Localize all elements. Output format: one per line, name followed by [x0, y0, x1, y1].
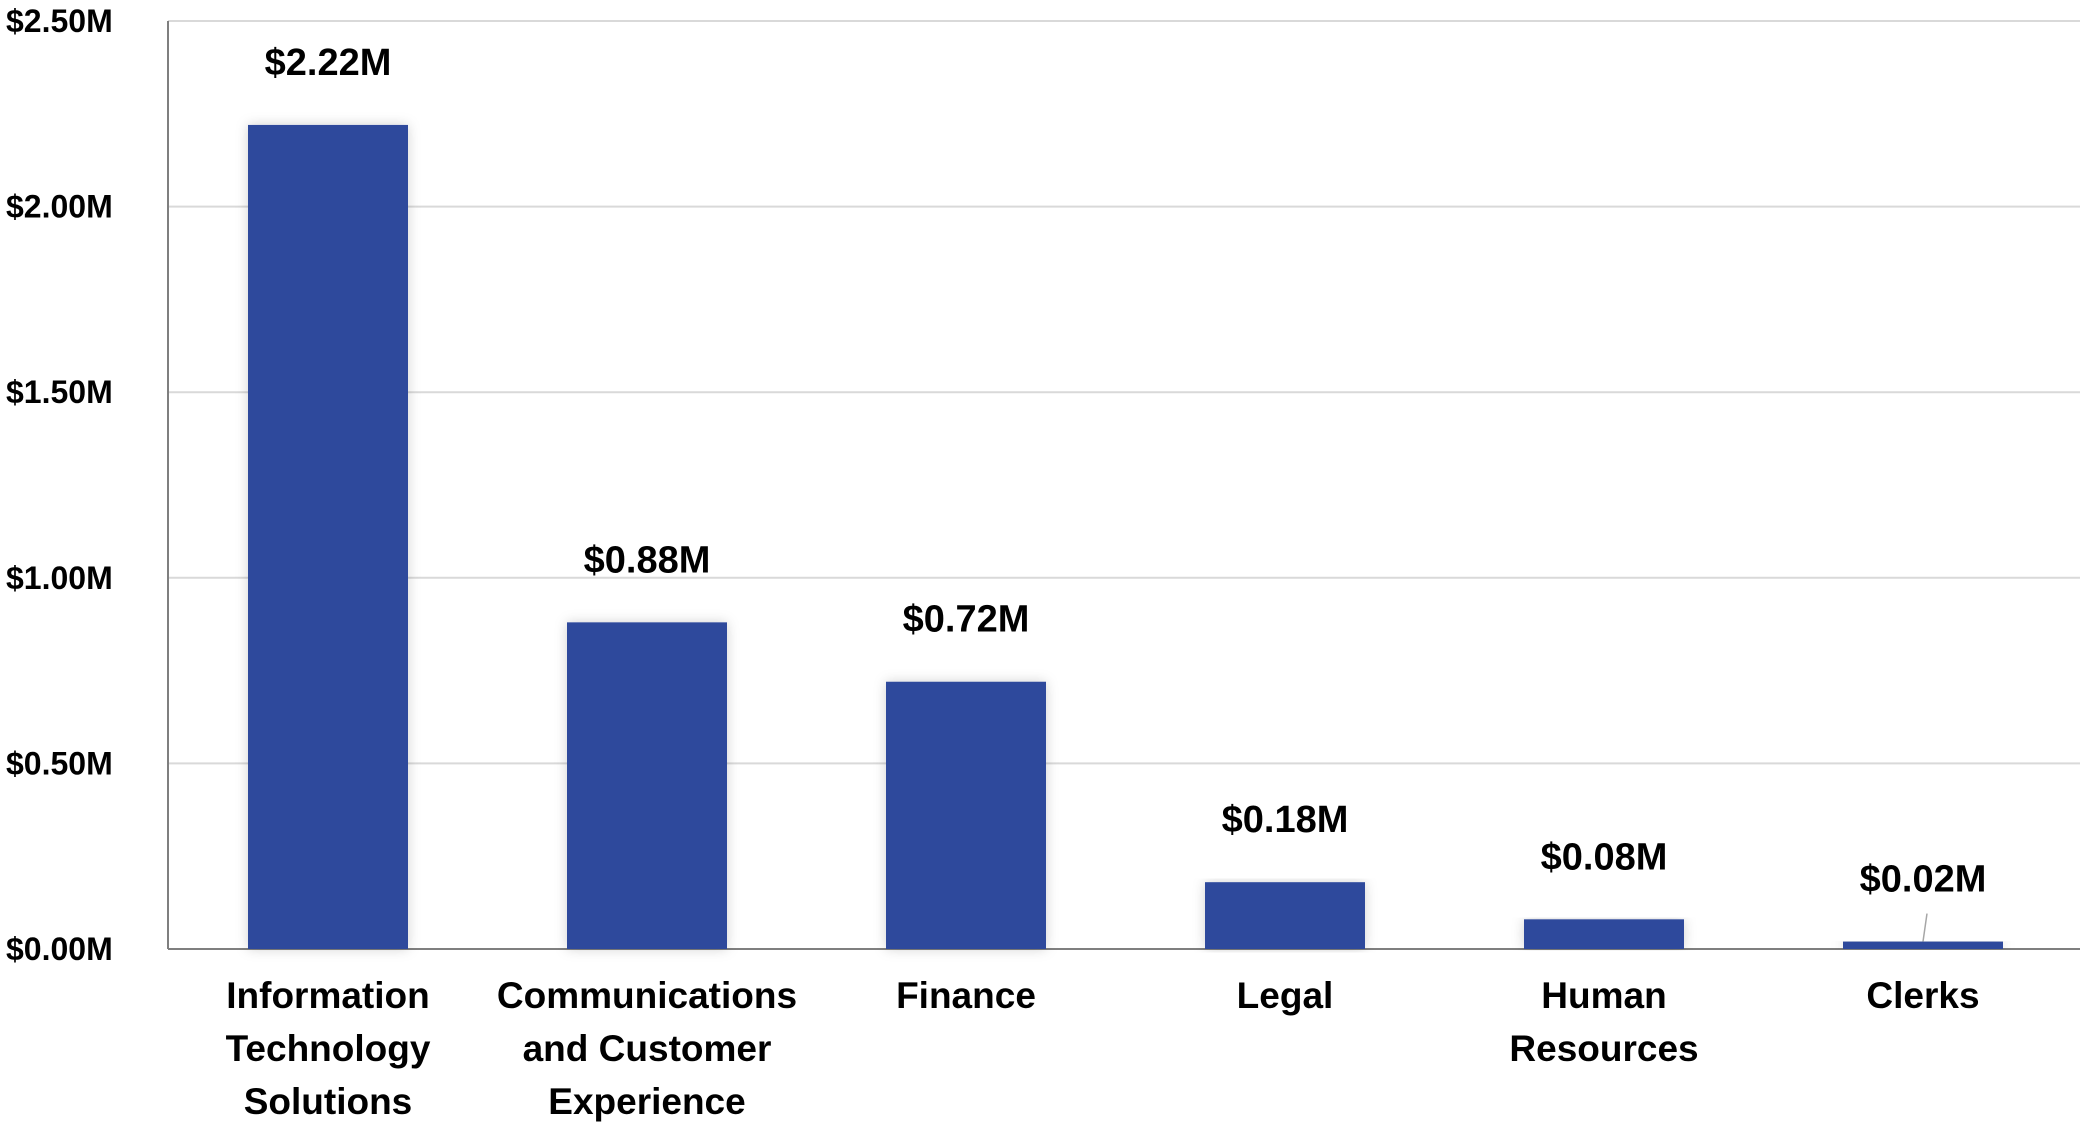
category-label-line: Communications	[497, 975, 797, 1016]
axes	[167, 21, 2080, 950]
data-label: $0.02M	[1860, 859, 1987, 901]
bar	[1205, 882, 1365, 949]
category-label: Information Technology Solutions	[226, 975, 431, 1122]
data-label: $0.72M	[903, 599, 1030, 641]
y-tick-label: $0.00M	[6, 931, 113, 967]
y-tick-label: $2.50M	[6, 3, 113, 39]
bar	[1524, 919, 1684, 949]
category-label-line: Resources	[1509, 1028, 1698, 1069]
category-label: Communications and Customer Experience	[497, 975, 797, 1122]
category-label-line: Experience	[548, 1081, 745, 1122]
y-tick-label: $2.00M	[6, 189, 113, 225]
data-labels: $2.22M $0.88M $0.72M $0.18M $0.08M $0.02M	[265, 42, 1987, 942]
category-label-line: Technology	[226, 1028, 431, 1069]
category-label-line: Human	[1541, 975, 1666, 1016]
data-label: $2.22M	[265, 42, 392, 84]
bar	[248, 124, 408, 950]
bar	[886, 681, 1046, 949]
data-label: $0.08M	[1541, 836, 1668, 878]
y-tick-label: $1.00M	[6, 560, 113, 596]
y-tick-label: $0.50M	[6, 745, 113, 781]
bar	[567, 622, 727, 949]
category-label: Legal	[1237, 975, 1334, 1016]
category-label: Finance	[896, 975, 1036, 1016]
x-axis-category-labels: Information Technology Solutions Communicat…	[226, 975, 1980, 1122]
data-label-leader	[1922, 913, 1928, 942]
category-label: Human Resources	[1509, 975, 1698, 1069]
y-axis-tick-labels: $0.00M $0.50M $1.00M $1.50M $2.00M $2.50M	[6, 3, 113, 967]
category-label-line: Finance	[896, 975, 1036, 1016]
category-label-line: and Customer	[523, 1028, 772, 1069]
y-tick-label: $1.50M	[6, 374, 113, 410]
category-label-line: Information	[226, 975, 429, 1016]
category-label-line: Legal	[1237, 975, 1334, 1016]
bar	[1843, 941, 2003, 949]
category-label-line: Clerks	[1866, 975, 1979, 1016]
gridlines	[168, 20, 2080, 765]
bars	[248, 124, 2003, 950]
data-label: $0.18M	[1222, 799, 1349, 841]
category-label: Clerks	[1866, 975, 1979, 1016]
category-label-line: Solutions	[244, 1081, 413, 1122]
data-label: $0.88M	[584, 539, 711, 581]
